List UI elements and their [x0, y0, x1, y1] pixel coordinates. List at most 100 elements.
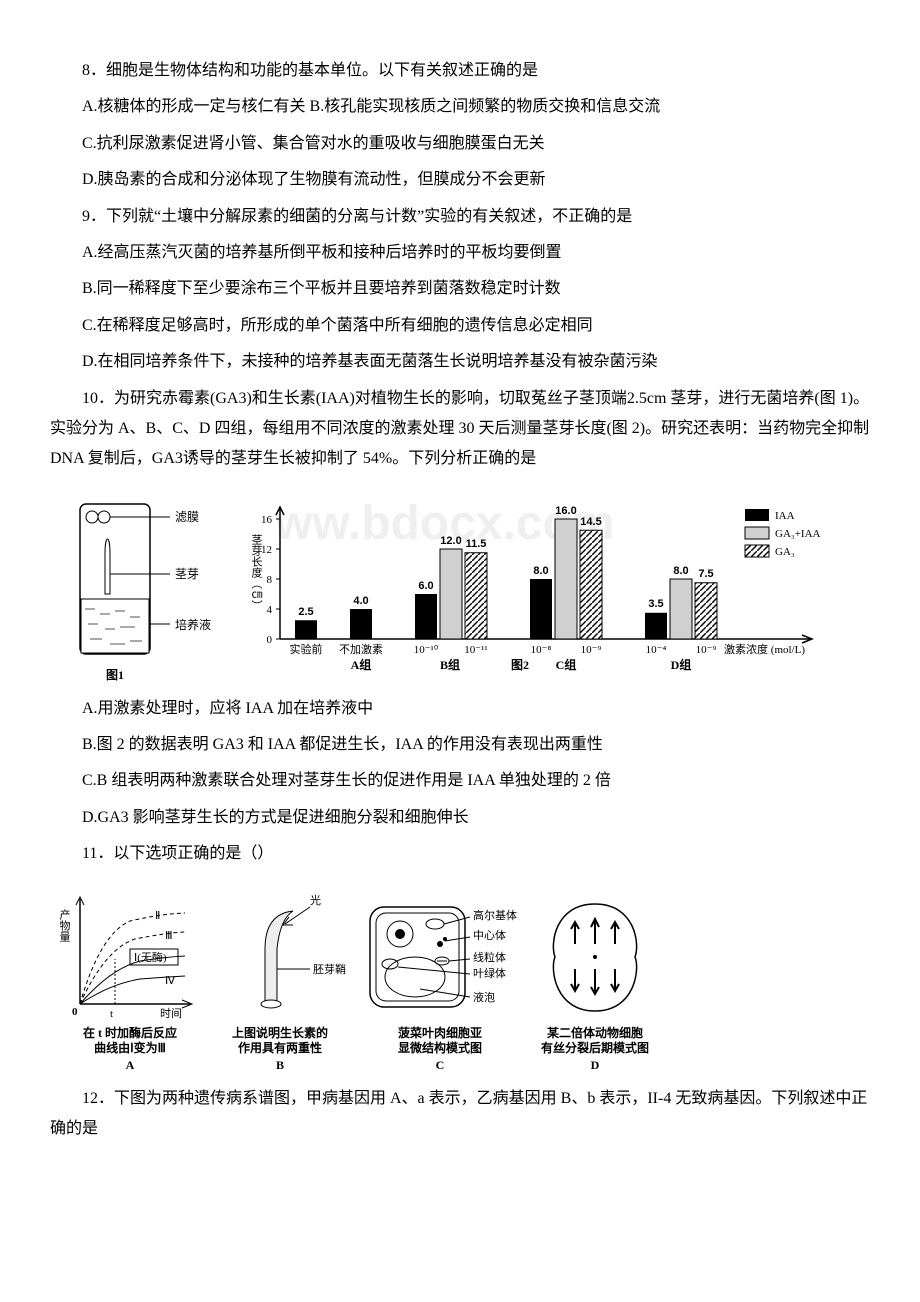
q10-optB: B.图 2 的数据表明 GA3 和 IAA 都促进生长，IAA 的作用没有表现出…	[50, 730, 870, 760]
grpB: B组	[440, 657, 460, 672]
xl-d1: 10⁻⁴	[646, 644, 667, 656]
xl-c1: 10⁻⁸	[531, 644, 552, 656]
pb-label: 胚芽鞘	[313, 962, 346, 976]
pb-cap2: 作用具有两重性	[238, 1040, 322, 1055]
bar-C-both	[555, 519, 577, 639]
fig1-filter-label: 滤膜	[175, 510, 199, 524]
pa-c1: Ⅱ	[155, 910, 160, 922]
val-Bga3: 11.5	[466, 538, 487, 550]
pa-x: t	[110, 1008, 113, 1020]
q10-figure: ww.bdocx.com 滤膜 茎芽	[50, 489, 870, 684]
bar-D-ga3	[695, 582, 717, 638]
q9-stem: 9．下列就“土壤中分解尿素的细菌的分离与计数”实验的有关叙述，不正确的是	[50, 202, 870, 232]
bar-C-ga3	[580, 530, 602, 639]
grpD: D组	[671, 657, 692, 672]
leg-iaa: IAA	[775, 510, 795, 522]
val-Biaa: 6.0	[418, 580, 433, 592]
q10-optD: D.GA3 影响茎芽生长的方式是促进细胞分裂和细胞伸长	[50, 803, 870, 833]
xl-pre: 实验前	[290, 642, 323, 656]
pc-l1: 高尔基体	[473, 908, 517, 922]
xl-noH: 不加激素	[339, 642, 383, 656]
fig1-medium-label: 培养液	[175, 617, 211, 632]
fig1-tube: 滤膜 茎芽 培养液 图1	[80, 504, 211, 682]
ytick-0: 0	[267, 634, 273, 646]
pa-c2: Ⅲ	[165, 930, 173, 942]
bar-C-iaa	[530, 579, 552, 639]
pb-letter: B	[276, 1058, 284, 1072]
ytick-4: 4	[267, 604, 273, 616]
pc-letter: C	[436, 1058, 445, 1072]
panelA: 产物量 Ⅱ Ⅲ Ⅰ(无酶) Ⅳ 0 t 时间 在 t 时加酶后反应 曲线由Ⅰ变为…	[58, 897, 192, 1072]
xl-unit: 激素浓度 (mol/L)	[724, 642, 805, 656]
ytick-8: 8	[267, 574, 273, 586]
q10-chart-svg: ww.bdocx.com 滤膜 茎芽	[50, 489, 870, 684]
q12-stem: 12．下图为两种遗传病系谱图，甲病基因用 A、a 表示，乙病基因用 B、b 表示…	[50, 1084, 870, 1145]
pc-cap1: 菠菜叶肉细胞亚	[398, 1025, 482, 1040]
val-pre: 2.5	[298, 606, 313, 618]
panelB: 光 胚芽鞘 上图说明生长素的 作用具有两重性 B	[232, 893, 346, 1072]
pa-c4: Ⅳ	[165, 975, 176, 987]
xl-b1: 10⁻¹⁰	[414, 644, 439, 656]
q8-optC: C.抗利尿激素促进肾小管、集合管对水的重吸收与细胞膜蛋白无关	[50, 129, 870, 159]
page-container: 8．细胞是生物体结构和功能的基本单位。以下有关叙述正确的是 A.核糖体的形成一定…	[0, 0, 920, 1200]
fig1-caption: 图1	[106, 668, 124, 682]
fig2-caption: 图2	[511, 658, 529, 672]
pb-top: 光	[310, 893, 321, 907]
leg-both: GA₃+IAA	[775, 528, 821, 540]
q9-optA: A.经高压蒸汽灭菌的培养基所倒平板和接种后培养时的平板均要倒置	[50, 238, 870, 268]
q9-optD: D.在相同培养条件下，未接种的培养基表面无菌落生长说明培养基没有被杂菌污染	[50, 347, 870, 377]
q10-optC: C.B 组表明两种激素联合处理对茎芽生长的促进作用是 IAA 单独处理的 2 倍	[50, 766, 870, 796]
q8-optD: D.胰岛素的合成和分泌体现了生物膜有流动性，但膜成分不会更新	[50, 165, 870, 195]
pc-l5: 液泡	[473, 990, 495, 1004]
panelC: 高尔基体 中心体 线粒体 叶绿体 液泡 菠菜叶肉细胞亚 显微结构模式图 C	[370, 907, 517, 1072]
bar-B-ga3	[465, 552, 487, 638]
bar-B-both	[440, 549, 462, 639]
q8-stem: 8．细胞是生物体结构和功能的基本单位。以下有关叙述正确的是	[50, 56, 870, 86]
pa-xaxis: 时间	[160, 1007, 182, 1020]
bar-A	[350, 609, 372, 639]
pb-cap1: 上图说明生长素的	[232, 1025, 328, 1040]
pa-letter: A	[126, 1058, 135, 1072]
ytick-12: 12	[261, 544, 272, 556]
q9-optB: B.同一稀释度下至少要涂布三个平板并且要培养到菌落数稳定时计数	[50, 274, 870, 304]
pc-l4: 叶绿体	[473, 966, 506, 980]
val-Bboth: 12.0	[440, 535, 461, 547]
pc-cap2: 显微结构模式图	[398, 1040, 482, 1055]
legend: IAA GA₃+IAA GA₃	[745, 509, 821, 558]
q10-optA: A.用激素处理时，应将 IAA 加在培养液中	[50, 694, 870, 724]
xl-d2: 10⁻⁹	[696, 644, 717, 656]
pd-letter: D	[591, 1058, 600, 1072]
q11-figure: 产物量 Ⅱ Ⅲ Ⅰ(无酶) Ⅳ 0 t 时间 在 t 时加酶后反应 曲线由Ⅰ变为…	[50, 884, 870, 1074]
panelD: 某二倍体动物细胞 有丝分裂后期模式图 D	[541, 904, 649, 1072]
pc-l3: 线粒体	[473, 950, 506, 964]
q11-svg: 产物量 Ⅱ Ⅲ Ⅰ(无酶) Ⅳ 0 t 时间 在 t 时加酶后反应 曲线由Ⅰ变为…	[50, 884, 670, 1074]
q9-optC: C.在稀释度足够高时，所形成的单个菌落中所有细胞的遗传信息必定相同	[50, 311, 870, 341]
grpC: C组	[556, 657, 577, 672]
val-Diaa: 3.5	[648, 598, 663, 610]
pa-cap2: 曲线由Ⅰ变为Ⅲ	[94, 1040, 166, 1055]
val-Ciaa: 8.0	[533, 565, 548, 577]
ylabel: 茎芽长度（㎝）	[250, 533, 263, 610]
grpA: A组	[351, 657, 372, 672]
q8-optA: A.核糖体的形成一定与核仁有关 B.核孔能实现核质之间频繁的物质交换和信息交流	[50, 92, 870, 122]
val-A: 4.0	[353, 595, 368, 607]
val-Cga3: 14.5	[580, 516, 601, 528]
pd-cap2: 有丝分裂后期模式图	[541, 1040, 649, 1055]
pa-ylabel: 产物量	[58, 907, 71, 941]
leg-ga3: GA₃	[775, 546, 795, 558]
bar-B-iaa	[415, 594, 437, 639]
bar-pre	[295, 620, 317, 639]
pc-l2: 中心体	[473, 928, 506, 942]
xl-c2: 10⁻⁹	[581, 644, 602, 656]
xl-b2: 10⁻¹¹	[464, 644, 487, 656]
val-Cboth: 16.0	[555, 505, 576, 517]
bar-D-both	[670, 579, 692, 639]
svg-text:0: 0	[72, 1006, 78, 1018]
q10-stem: 10．为研究赤霉素(GA3)和生长素(IAA)对植物生长的影响，切取菟丝子茎顶端…	[50, 384, 870, 475]
pa-cap1: 在 t 时加酶后反应	[83, 1025, 177, 1040]
val-Dga3: 7.5	[698, 568, 713, 580]
fig1-bud-label: 茎芽	[175, 567, 199, 581]
pd-cap1: 某二倍体动物细胞	[547, 1025, 643, 1040]
bar-D-iaa	[645, 612, 667, 638]
val-Dboth: 8.0	[673, 565, 688, 577]
